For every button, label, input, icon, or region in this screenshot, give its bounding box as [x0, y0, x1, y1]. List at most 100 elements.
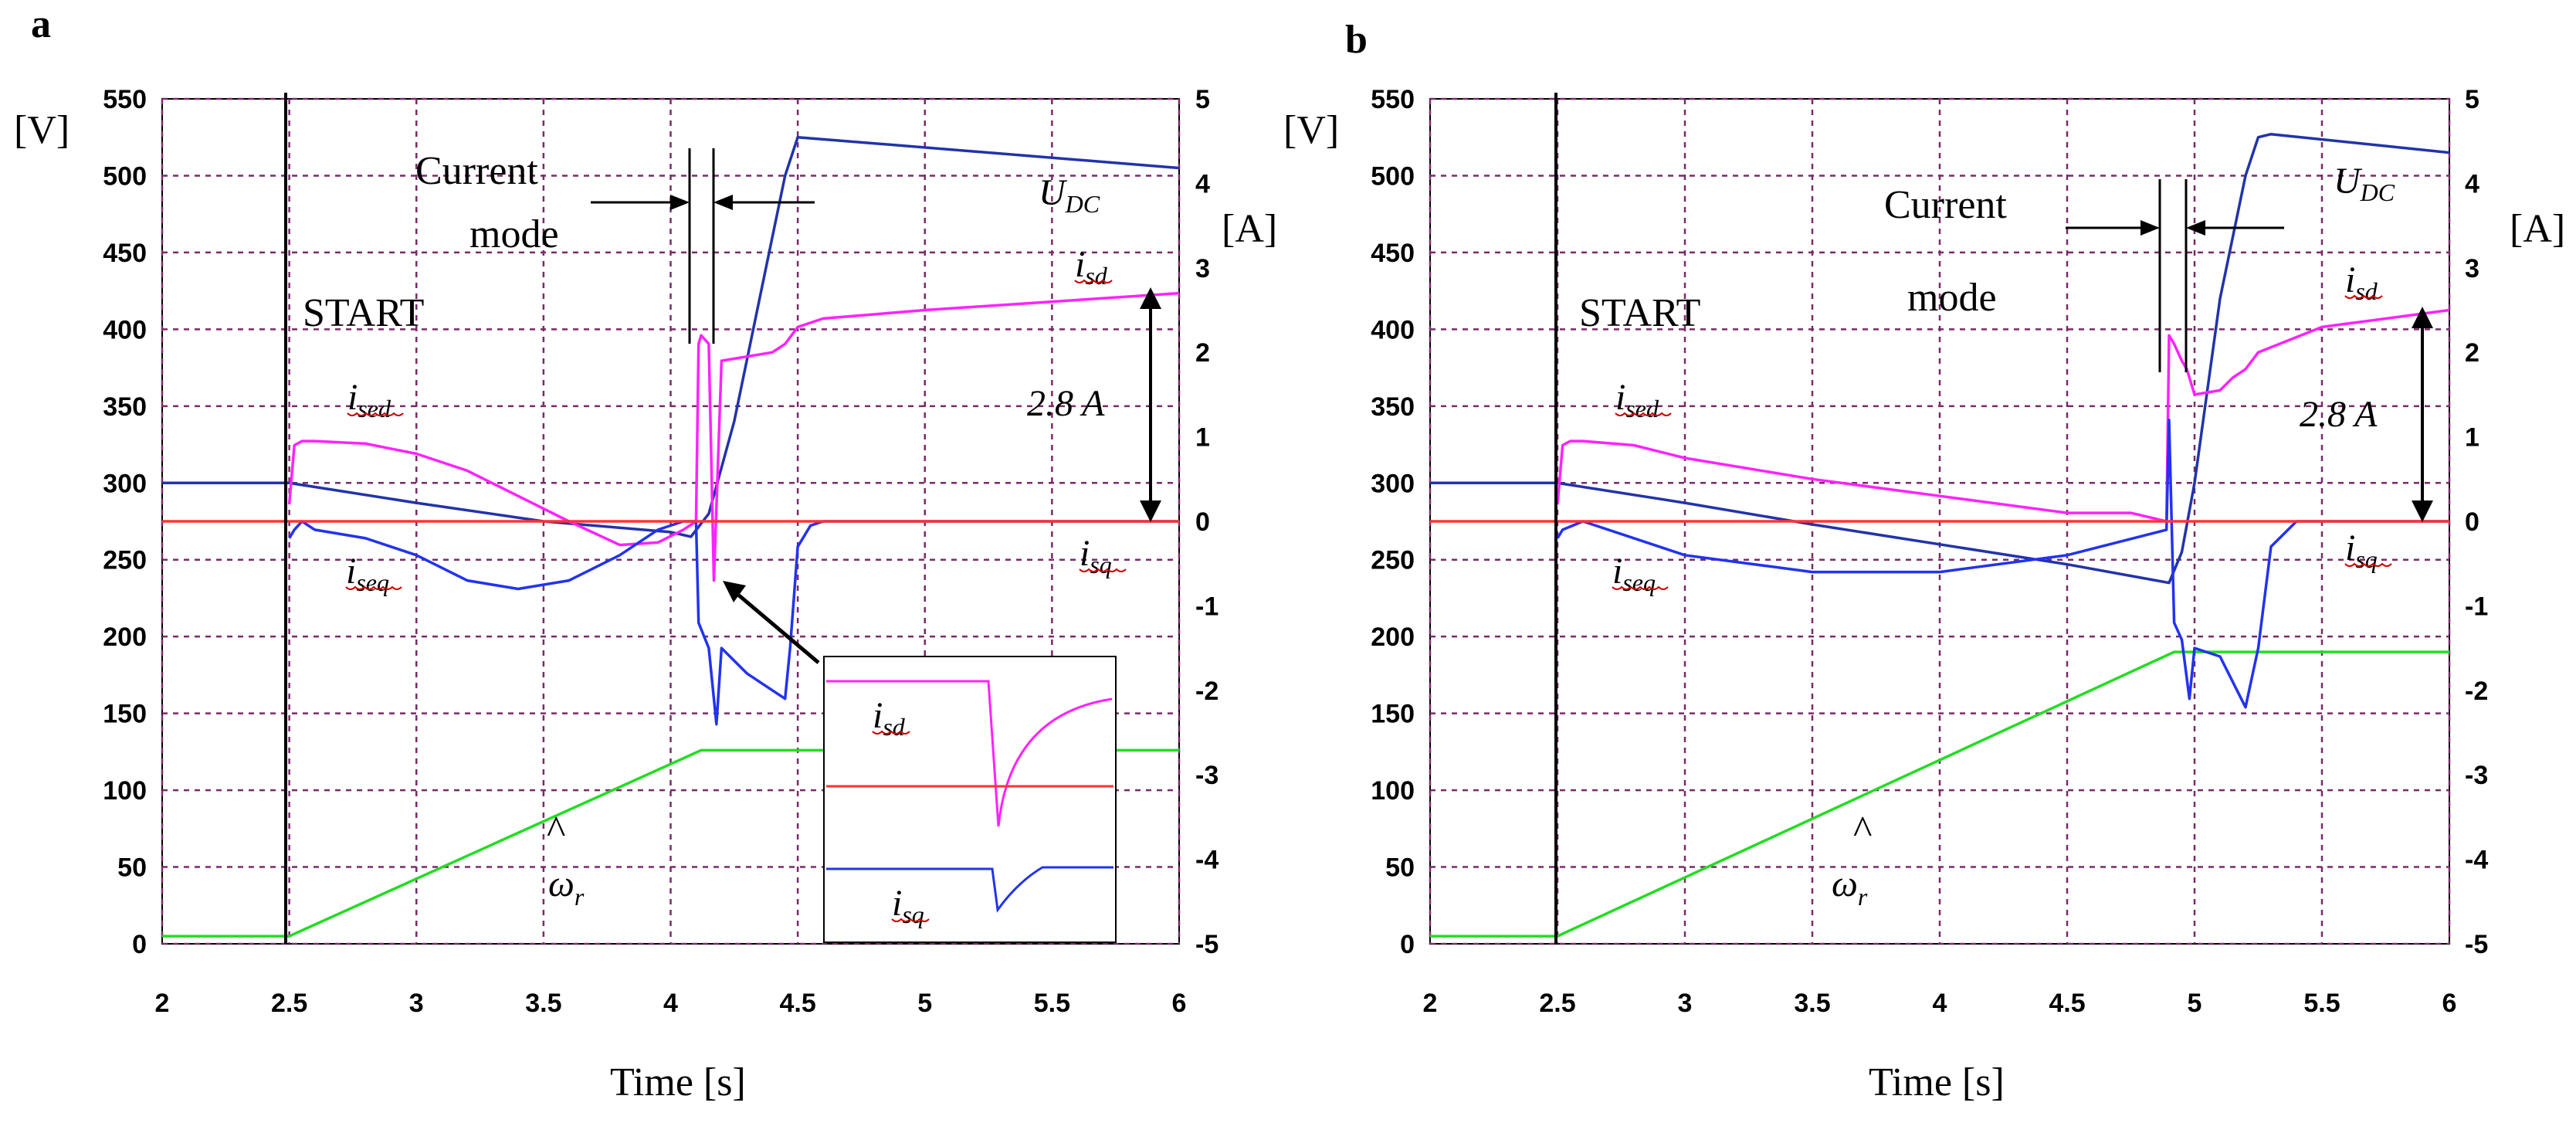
y-left-tick-label: 100: [103, 776, 147, 806]
omega-label: ωr: [548, 863, 585, 911]
series-i-seq-i-sq: [1556, 418, 2449, 709]
x-tick-label: 2.5: [271, 989, 307, 1018]
x-tick-label: 2.5: [1539, 989, 1575, 1018]
udc-label: UDC: [2334, 161, 2395, 206]
omega-hat: ^: [1853, 809, 1872, 853]
x-tick-label: 5: [917, 989, 932, 1018]
y-left-tick-label: 550: [103, 85, 147, 114]
panel-label: a: [31, 2, 51, 46]
inset-frame: [823, 656, 1117, 943]
y-right-tick-label: 4: [2465, 169, 2479, 198]
y-left-tick-label: 0: [132, 930, 147, 959]
series-omega-r-hat: [1430, 650, 2449, 938]
y-left-tick-label: 550: [1371, 85, 1415, 114]
isq-underline: [2344, 562, 2392, 567]
start-label: START: [1579, 291, 1700, 335]
y-left-tick-label: 0: [1400, 930, 1415, 959]
x-tick-label: 5.5: [2303, 989, 2340, 1018]
y-right-tick-label: -5: [2465, 930, 2488, 959]
y-left-tick-label: 300: [1371, 469, 1415, 498]
y-left-tick-label: 150: [103, 700, 147, 729]
y-right-tick-label: 1: [2465, 423, 2479, 453]
inset-pointer-head: [723, 581, 746, 602]
x-tick-label: 2: [1423, 989, 1438, 1018]
y-right-tick-label: 0: [1195, 507, 1210, 537]
current-mode-arrowhead-left: [2140, 220, 2160, 236]
y-left-tick-label: 500: [103, 161, 147, 191]
isd-underline: [1074, 279, 1113, 283]
y-left-tick-label: 50: [1385, 853, 1415, 883]
y-right-tick-label: 0: [2465, 507, 2479, 537]
current-mode-arrowhead-right: [2186, 220, 2205, 236]
udc-label: UDC: [1039, 172, 1100, 218]
y-right-tick-label: 3: [2465, 254, 2479, 283]
panel-a: a 2 2.5 3 3.5 4 4.5 5 5.5 6050100150200250300350…: [14, 2, 1277, 1104]
y-left-tick-label: 200: [1371, 623, 1415, 652]
series-u-dc: [1430, 132, 2450, 585]
series-u-dc: [162, 135, 1180, 538]
isd-underline: [2344, 294, 2383, 299]
x-tick-label: 3.5: [1794, 989, 1830, 1018]
series-i-sed-i-sd: [287, 291, 1180, 582]
x-tick-label: 4: [663, 989, 678, 1018]
y-left-tick-label: 350: [103, 392, 147, 422]
y-right-tick-label: 2: [2465, 338, 2479, 368]
current-mode-label-2: mode: [469, 212, 559, 256]
y-left-tick-label: 200: [103, 623, 147, 652]
x-axis-label: Time [s]: [1869, 1060, 2005, 1104]
isq-label: isq: [2345, 528, 2378, 573]
inset-isd-underline: [872, 730, 910, 735]
y-right-tick-label: -3: [1195, 761, 1219, 790]
x-tick-label: 3.5: [525, 989, 561, 1018]
x-axis-label: Time [s]: [610, 1060, 746, 1104]
y-left-tick-label: 100: [1371, 776, 1415, 806]
y-left-tick-label: 350: [1371, 392, 1415, 422]
iseq-underline: [1612, 585, 1669, 590]
iseq-underline: [345, 585, 402, 590]
delta-arrowhead-up: [2412, 307, 2433, 328]
y-left-tick-label: 400: [1371, 315, 1415, 344]
inset-isd-trace: [826, 680, 1113, 827]
isd-label: isd: [2345, 260, 2378, 305]
y-left-unit: [V]: [14, 108, 69, 152]
y-right-tick-label: -2: [2465, 677, 2488, 706]
inset-pointer: [732, 589, 820, 664]
tick-labels: 2 2.5 3 3.5 4 4.5 5 5.5 605010015020025030035040…: [1371, 85, 2488, 1018]
series: [1430, 132, 2450, 938]
inset: isd isq: [823, 656, 1117, 943]
x-tick-label: 4.5: [779, 989, 815, 1018]
y-left-tick-label: 250: [103, 546, 147, 575]
ised-label: ised: [347, 377, 391, 422]
current-mode-arrowhead-right: [713, 195, 733, 210]
x-tick-label: 6: [2442, 989, 2457, 1018]
y-right-tick-label: 5: [2465, 85, 2479, 114]
y-right-tick-label: -4: [1195, 846, 1219, 875]
x-tick-label: 2: [155, 989, 170, 1018]
isd-label: isd: [1075, 244, 1108, 290]
y-right-tick-label: -2: [1195, 677, 1219, 706]
current-mode-label-1: Current: [415, 149, 538, 193]
tick-labels: 2 2.5 3 3.5 4 4.5 5 5.5 605010015020025030035040…: [103, 85, 1219, 1018]
delta-arrowhead-down: [2412, 500, 2433, 522]
y-right-tick-label: 1: [1195, 423, 1210, 453]
isq-underline: [1079, 568, 1127, 572]
x-tick-label: 3: [409, 989, 424, 1018]
x-tick-label: 3: [1678, 989, 1693, 1018]
inset-isq-underline: [891, 918, 930, 922]
current-mode-label-1: Current: [1884, 183, 2007, 227]
y-right-unit: [A]: [1222, 207, 1277, 251]
x-tick-label: 5: [2188, 989, 2202, 1018]
y-left-tick-label: 450: [1371, 239, 1415, 268]
y-left-tick-label: 300: [103, 469, 147, 498]
y-right-unit: [A]: [2510, 207, 2565, 251]
y-left-tick-label: 450: [103, 239, 147, 268]
delta-label: 2.8 A: [1027, 383, 1105, 424]
y-left-unit: [V]: [1283, 108, 1339, 152]
ised-underline: [347, 412, 404, 416]
x-tick-label: 5.5: [1034, 989, 1070, 1018]
current-mode-arrowhead-left: [670, 195, 690, 210]
y-left-tick-label: 500: [1371, 161, 1415, 191]
y-right-tick-label: 4: [1195, 169, 1210, 198]
delta-arrowhead-down: [1140, 500, 1161, 522]
inset-isd-label: isd: [873, 695, 906, 741]
